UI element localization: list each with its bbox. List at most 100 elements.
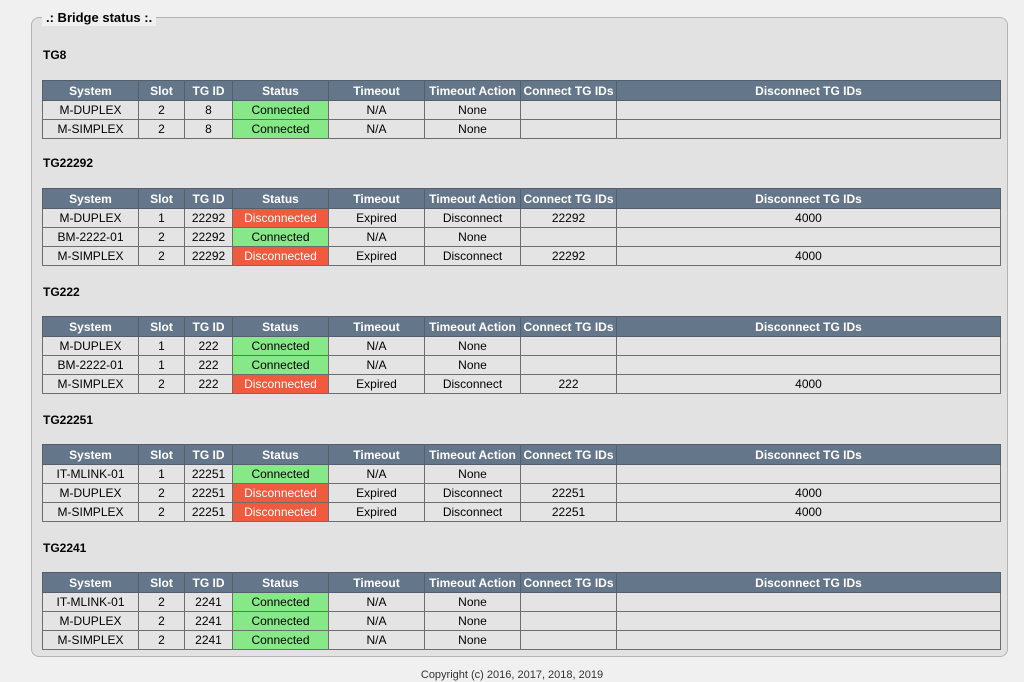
- column-header-status: Status: [232, 80, 329, 101]
- cell-system: M-SIMPLEX: [42, 630, 139, 650]
- column-header-disconnect-tg-ids: Disconnect TG IDs: [616, 572, 1001, 593]
- cell-timeout-action: None: [424, 611, 521, 631]
- cell-disconnect-tg-ids: [616, 611, 1001, 631]
- cell-timeout: N/A: [328, 464, 425, 484]
- column-header-slot: Slot: [138, 444, 185, 465]
- cell-slot: 1: [138, 355, 185, 375]
- column-header-status: Status: [232, 188, 329, 209]
- cell-disconnect-tg-ids: [616, 119, 1001, 139]
- cell-system: IT-MLINK-01: [42, 464, 139, 484]
- cell-system: IT-MLINK-01: [42, 592, 139, 612]
- table-header-row: System Slot TG ID Status Timeout Timeout Acti…: [42, 444, 1001, 465]
- column-header-timeout-action: Timeout Action: [424, 444, 521, 465]
- cell-timeout: N/A: [328, 336, 425, 356]
- cell-disconnect-tg-ids: [616, 630, 1001, 650]
- cell-slot: 2: [138, 100, 185, 120]
- table-row: M-SIMPLEX 2 22292 Disconnected Expired Discon…: [42, 246, 1001, 266]
- column-header-disconnect-tg-ids: Disconnect TG IDs: [616, 80, 1001, 101]
- column-header-system: System: [42, 80, 139, 101]
- column-header-tg-id: TG ID: [184, 316, 233, 337]
- cell-timeout: N/A: [328, 100, 425, 120]
- cell-system: BM-2222-01: [42, 227, 139, 247]
- cell-connect-tg-ids: [520, 611, 617, 631]
- cell-disconnect-tg-ids: [616, 100, 1001, 120]
- cell-tg-id: 2241: [184, 592, 233, 612]
- status-badge: Disconnected: [232, 246, 329, 266]
- cell-tg-id: 2241: [184, 611, 233, 631]
- column-header-connect-tg-ids: Connect TG IDs: [520, 572, 617, 593]
- cell-slot: 2: [138, 630, 185, 650]
- cell-system: BM-2222-01: [42, 355, 139, 375]
- table-row: BM-2222-01 2 22292 Connected N/A None: [42, 227, 1001, 247]
- cell-timeout: N/A: [328, 611, 425, 631]
- cell-disconnect-tg-ids: [616, 355, 1001, 375]
- column-header-timeout-action: Timeout Action: [424, 316, 521, 337]
- column-header-system: System: [42, 572, 139, 593]
- table-row: M-DUPLEX 2 8 Connected N/A None: [42, 100, 1001, 120]
- cell-tg-id: 222: [184, 355, 233, 375]
- column-header-slot: Slot: [138, 572, 185, 593]
- table-header-row: System Slot TG ID Status Timeout Timeout Acti…: [42, 572, 1001, 593]
- column-header-system: System: [42, 316, 139, 337]
- cell-timeout: N/A: [328, 355, 425, 375]
- cell-disconnect-tg-ids: 4000: [616, 483, 1001, 503]
- table-row: M-DUPLEX 1 222 Connected N/A None: [42, 336, 1001, 356]
- column-header-timeout: Timeout: [328, 572, 425, 593]
- cell-tg-id: 222: [184, 336, 233, 356]
- cell-connect-tg-ids: [520, 464, 617, 484]
- cell-disconnect-tg-ids: [616, 336, 1001, 356]
- table-row: M-DUPLEX 2 22251 Disconnected Expired Disconn…: [42, 483, 1001, 503]
- cell-connect-tg-ids: [520, 355, 617, 375]
- panel-legend: .: Bridge status :.: [42, 10, 157, 26]
- cell-system: M-SIMPLEX: [42, 502, 139, 522]
- cell-tg-id: 22251: [184, 464, 233, 484]
- talkgroup-title: TG22251: [43, 413, 94, 427]
- column-header-disconnect-tg-ids: Disconnect TG IDs: [616, 188, 1001, 209]
- table-row: M-SIMPLEX 2 222 Disconnected Expired Disconne…: [42, 374, 1001, 394]
- cell-connect-tg-ids: 222: [520, 374, 617, 394]
- cell-slot: 2: [138, 227, 185, 247]
- column-header-timeout: Timeout: [328, 316, 425, 337]
- status-badge: Connected: [232, 119, 329, 139]
- bridge-table: System Slot TG ID Status Timeout Timeout Acti…: [42, 572, 1001, 650]
- status-badge: Disconnected: [232, 502, 329, 522]
- cell-system: M-SIMPLEX: [42, 374, 139, 394]
- cell-timeout-action: Disconnect: [424, 208, 521, 228]
- cell-tg-id: 22292: [184, 227, 233, 247]
- table-header-row: System Slot TG ID Status Timeout Timeout Acti…: [42, 80, 1001, 101]
- column-header-timeout-action: Timeout Action: [424, 80, 521, 101]
- table-row: M-SIMPLEX 2 22251 Disconnected Expired Discon…: [42, 502, 1001, 522]
- cell-system: M-DUPLEX: [42, 336, 139, 356]
- column-header-connect-tg-ids: Connect TG IDs: [520, 444, 617, 465]
- cell-disconnect-tg-ids: 4000: [616, 502, 1001, 522]
- cell-timeout: N/A: [328, 630, 425, 650]
- cell-timeout-action: Disconnect: [424, 374, 521, 394]
- bridge-table: System Slot TG ID Status Timeout Timeout Acti…: [42, 80, 1001, 139]
- status-badge: Connected: [232, 336, 329, 356]
- cell-connect-tg-ids: 22251: [520, 502, 617, 522]
- cell-timeout-action: None: [424, 227, 521, 247]
- bridge-table: System Slot TG ID Status Timeout Timeout Acti…: [42, 444, 1001, 522]
- cell-slot: 2: [138, 483, 185, 503]
- cell-timeout: Expired: [328, 208, 425, 228]
- cell-connect-tg-ids: 22292: [520, 208, 617, 228]
- column-header-timeout-action: Timeout Action: [424, 572, 521, 593]
- talkgroup-title: TG8: [43, 48, 67, 62]
- cell-tg-id: 22251: [184, 502, 233, 522]
- cell-timeout: Expired: [328, 374, 425, 394]
- cell-connect-tg-ids: 22292: [520, 246, 617, 266]
- bridge-table: System Slot TG ID Status Timeout Timeout Acti…: [42, 316, 1001, 394]
- cell-slot: 2: [138, 592, 185, 612]
- cell-system: M-DUPLEX: [42, 100, 139, 120]
- status-badge: Disconnected: [232, 374, 329, 394]
- cell-timeout: Expired: [328, 502, 425, 522]
- cell-timeout: Expired: [328, 246, 425, 266]
- cell-tg-id: 8: [184, 100, 233, 120]
- cell-slot: 2: [138, 374, 185, 394]
- table-row: IT-MLINK-01 2 2241 Connected N/A None: [42, 592, 1001, 612]
- status-badge: Connected: [232, 355, 329, 375]
- cell-disconnect-tg-ids: [616, 592, 1001, 612]
- cell-disconnect-tg-ids: [616, 227, 1001, 247]
- cell-timeout: N/A: [328, 227, 425, 247]
- cell-connect-tg-ids: [520, 592, 617, 612]
